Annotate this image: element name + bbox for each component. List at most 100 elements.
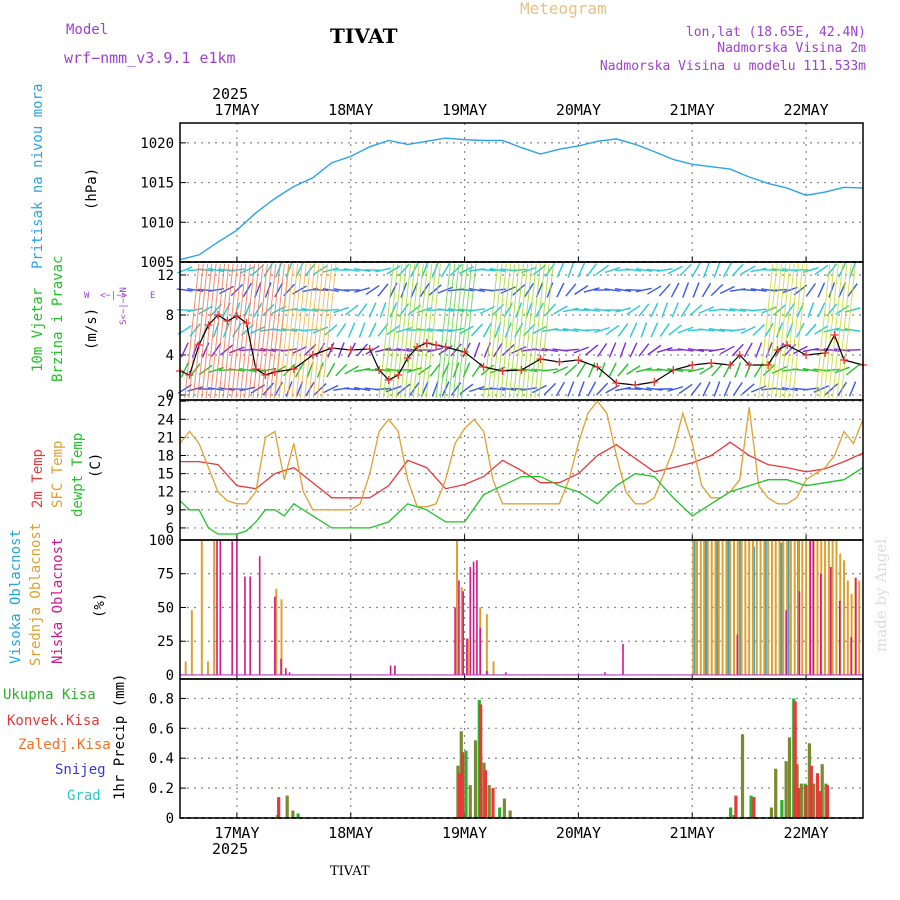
wind-barb-1-670: [489, 288, 506, 292]
wind-barb-6-736: [521, 386, 538, 392]
wind-barb-6-384: [354, 386, 371, 392]
wind-hatch-0-172: [261, 263, 277, 399]
wind-barb-1-802: [556, 282, 565, 298]
wind-barb-0-1418: [849, 262, 856, 278]
wind-barb-6-868: [587, 381, 597, 397]
wind-barb-1-1088: [692, 282, 700, 298]
wind-hatch-4-712: [517, 263, 533, 399]
wind-barb-5-934: [617, 363, 629, 377]
wind-gust-marker-21: [422, 339, 431, 347]
wind-barb-6-978: [635, 386, 652, 392]
wind-hatch-0-28: [192, 263, 209, 399]
bottom-time-axis: 2025 17MAY 18MAY 19MAY 20MAY 21MAY 22MAY: [212, 824, 829, 858]
wind-barb-1-934: [614, 288, 632, 292]
cloud-label-high: Visoka Oblacnost: [8, 529, 24, 664]
pressure-label: Pritisak na nivou mora: [30, 84, 46, 269]
precip-bar-0-16: [732, 815, 736, 818]
wind-barb-5-384: [354, 367, 371, 373]
temp-line-1: [179, 400, 864, 511]
model-elevation-label: Nadmorska Visina u modelu 111.533m: [600, 59, 866, 74]
wind-barb-3-1418: [844, 328, 861, 332]
wind-barb-4-252: [291, 346, 308, 354]
wind-hatch-6-1349: [819, 263, 835, 399]
wind-barb-1-1110: [701, 282, 712, 298]
wind-barb-3-538: [427, 327, 444, 333]
wind-hatch-1-227: [287, 263, 303, 399]
wind-barb-3-318: [324, 324, 338, 336]
wind-barb-1-1022: [658, 283, 671, 297]
precip-bar-1-12: [815, 773, 820, 818]
wind-barb-1-208: [274, 282, 284, 298]
wind-hatch-0-19: [188, 263, 204, 399]
wind-barb-4-472: [395, 348, 412, 352]
wind-barb-2-648: [479, 305, 495, 315]
wind-barb-4-340: [337, 342, 345, 358]
wind-hatch-0-91: [222, 263, 238, 399]
model-name: wrf−nmm_v3.9.1 e1km: [64, 49, 236, 67]
station-title: TIVAT: [330, 24, 398, 48]
wind-barb-2-142: [243, 302, 251, 318]
wind-barb-4-846: [573, 346, 589, 354]
wind-barb-0-978: [635, 267, 652, 273]
wind-barb-4-824: [562, 348, 579, 352]
wind-gust-marker-31: [593, 363, 602, 371]
wind-hatch-0-163: [256, 263, 273, 399]
wind-hatch-3-558: [444, 263, 460, 399]
day-label-top-0: 17MAY: [214, 101, 259, 119]
wind-label-2: Brzina i Pravac: [50, 256, 66, 382]
wind-barb-4-890: [597, 342, 608, 358]
wind-barb-6-1110: [702, 381, 711, 397]
wind-gust-marker-11: [289, 365, 298, 373]
temperature-panel: 6 9 12 15 18 21 24 27: [157, 394, 864, 541]
wind-barb-4-1220: [755, 342, 763, 358]
wind-barb-3-802: [552, 328, 569, 332]
temp-ytick-label-7: 27: [157, 394, 174, 410]
compass-e: E: [150, 291, 155, 301]
wind-barb-6-1132: [713, 381, 721, 397]
wind-barb-0-890: [595, 264, 609, 276]
wind-barb-0-450: [386, 265, 401, 275]
wind-barb-1-1066: [682, 282, 690, 298]
temp-ytick-label-3: 15: [157, 467, 174, 483]
wind-barb-3-604: [459, 325, 474, 335]
wind-barb-4-934: [619, 342, 627, 358]
temp-ytick-label-1: 9: [166, 503, 174, 519]
wind-barb-0-296: [313, 265, 328, 275]
legend-hail: Grad: [67, 788, 101, 804]
wind-hatch-1-236: [291, 263, 307, 399]
wind-hatch-3-549: [439, 263, 456, 399]
wind-barb-3-1352: [814, 325, 829, 335]
wind-label-1: 10m Vjetar: [30, 288, 46, 372]
wind-gust-marker-36: [688, 361, 697, 369]
wind-barb-5-1330: [802, 367, 819, 373]
wind-gust-marker-29: [555, 358, 564, 366]
wind-barb-3-1176: [729, 328, 746, 332]
wind-hatch-1-218: [282, 263, 299, 399]
wind-barb-3-758: [532, 325, 547, 335]
wind-barb-3-1330: [805, 323, 817, 337]
cloud-panel: 0 25 50 75 100: [149, 533, 864, 684]
year-label-bottom: 2025: [212, 840, 248, 858]
wind-barb-3-1022: [659, 323, 670, 337]
product-title: Meteogram: [520, 0, 607, 18]
precip-bar-1-14: [825, 785, 830, 818]
wind-barb-2-1352: [817, 302, 826, 318]
wind-barb-0-670: [489, 267, 506, 273]
wind-barb-5-340: [335, 363, 348, 377]
wind-gust-marker-6: [232, 312, 241, 320]
wind-ytick-label-3: 12: [157, 268, 174, 284]
wind-hatch-2-474: [404, 263, 420, 399]
precip-bar-1-7: [752, 797, 756, 818]
wind-barb-4-1308: [792, 345, 808, 355]
wind-gust-marker-13: [327, 344, 336, 352]
wind-panel: 0 4 8 12: [157, 261, 867, 404]
wind-gust-marker-20: [413, 343, 422, 351]
wind-barb-6-318: [323, 384, 339, 394]
precip-unit: 1hr Precip (mm): [112, 674, 128, 800]
wind-gust-marker-7: [242, 319, 251, 327]
wind-hatch-5-1265: [779, 263, 795, 399]
precip-ytick-label-4: 0.8: [149, 691, 174, 707]
wind-barb-2-1110: [698, 306, 715, 314]
cloud-ytick-label-4: 100: [149, 533, 174, 549]
wind-barb-4-98: [219, 344, 234, 356]
